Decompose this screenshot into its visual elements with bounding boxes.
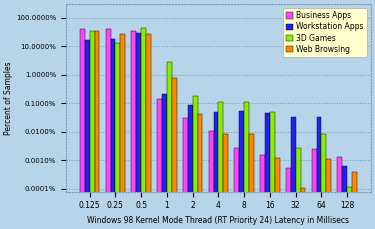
Bar [162, 93, 167, 229]
Bar [321, 134, 326, 229]
Bar [111, 39, 116, 229]
Bar [244, 101, 249, 229]
Bar [106, 29, 111, 229]
Bar [286, 168, 291, 229]
Bar [352, 172, 357, 229]
Legend: Business Apps, Workstation Apps, 3D Games, Web Browsing: Business Apps, Workstation Apps, 3D Game… [283, 8, 367, 57]
Bar [347, 187, 352, 229]
Bar [209, 131, 213, 229]
Bar [90, 32, 94, 229]
Bar [183, 118, 188, 229]
Bar [94, 32, 99, 229]
Bar [213, 112, 219, 229]
Bar [260, 155, 265, 229]
Bar [141, 28, 146, 229]
Bar [316, 117, 321, 229]
Bar [265, 113, 270, 229]
Bar [291, 117, 296, 229]
Bar [338, 157, 342, 229]
Bar [172, 78, 177, 229]
Bar [167, 62, 172, 229]
Bar [85, 40, 90, 229]
Bar [120, 34, 125, 229]
Bar [218, 101, 223, 229]
Bar [275, 158, 280, 229]
Bar [146, 34, 151, 229]
Bar [136, 33, 141, 229]
Bar [116, 43, 120, 229]
X-axis label: Windows 98 Kernel Mode Thread (RT Priority 24) Latency in Millisecs: Windows 98 Kernel Mode Thread (RT Priori… [87, 216, 350, 225]
Bar [234, 147, 239, 229]
Bar [301, 188, 306, 229]
Bar [131, 32, 136, 229]
Bar [188, 105, 193, 229]
Bar [249, 134, 254, 229]
Bar [80, 29, 85, 229]
Bar [270, 112, 275, 229]
Bar [193, 96, 198, 229]
Bar [224, 134, 228, 229]
Bar [342, 166, 347, 229]
Bar [239, 111, 244, 229]
Bar [326, 159, 331, 229]
Bar [198, 114, 202, 229]
Bar [296, 147, 301, 229]
Y-axis label: Percent of Samples: Percent of Samples [4, 61, 13, 135]
Bar [312, 149, 316, 229]
Bar [157, 99, 162, 229]
